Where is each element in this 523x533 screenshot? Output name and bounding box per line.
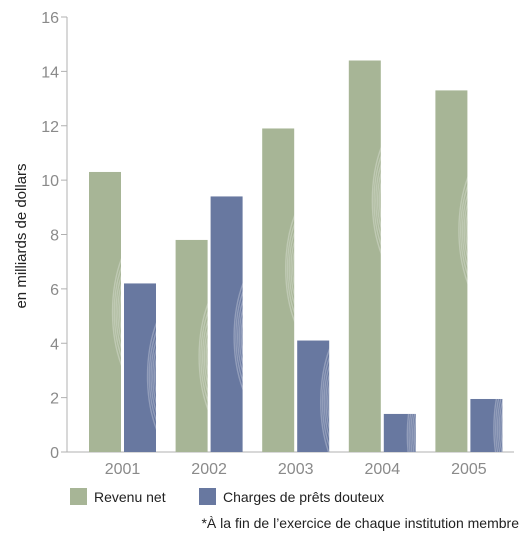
x-tick-label: 2001: [105, 461, 141, 478]
y-tick-label: 0: [50, 445, 59, 462]
bar-pattern: [458, 176, 468, 285]
bar-revenu-net-2001: [89, 171, 121, 452]
y-tick-label: 8: [50, 228, 59, 245]
x-tick-label: 2005: [451, 461, 487, 478]
x-tick-label: 2003: [278, 461, 314, 478]
bar-revenu-net-2005: [435, 90, 468, 452]
bar-charges-prets-2004: [383, 413, 416, 452]
legend-label: Revenu net: [94, 489, 166, 505]
bar-revenu-net-2002: [175, 239, 208, 452]
bars-group: [89, 60, 503, 452]
bar-pattern: [111, 258, 121, 366]
legend-label: Charges de prêts douteux: [223, 489, 384, 505]
y-tick-label: 10: [41, 173, 59, 190]
y-tick-label: 6: [50, 282, 59, 299]
bar-pattern: [233, 282, 243, 391]
legend-swatch: [199, 488, 216, 505]
bar-pattern: [406, 413, 416, 452]
bar-pattern: [198, 302, 208, 411]
x-tick-label: 2002: [191, 461, 227, 478]
y-axis: 0 2 4 6 8 10 12 14 16: [41, 10, 68, 462]
y-tick-label: 12: [41, 119, 59, 136]
bar-pattern: [285, 214, 295, 323]
bar-pattern: [493, 398, 503, 452]
x-axis: 2001 2002 2003 2004 2005: [67, 451, 514, 478]
bar-pattern: [371, 146, 381, 255]
y-tick-label: 2: [50, 391, 59, 408]
bar-charges-prets-2002: [210, 196, 243, 452]
legend-swatch: [70, 488, 87, 505]
bar-charges-prets-2001: [124, 283, 156, 452]
bar-charges-prets-2005: [470, 398, 503, 452]
bar-charges-prets-2003: [297, 340, 330, 452]
y-axis-title: en milliards de dollars: [13, 163, 30, 308]
bar-pattern: [146, 322, 156, 430]
bar-pattern: [320, 348, 330, 452]
y-tick-label: 16: [41, 10, 59, 27]
footnote: *À la fin de l’exercice de chaque instit…: [201, 515, 519, 531]
legend: Revenu net Charges de prêts douteux: [70, 488, 384, 505]
x-tick-label: 2004: [365, 461, 401, 478]
y-tick-label: 14: [41, 64, 59, 81]
bar-revenu-net-2003: [262, 128, 295, 452]
y-tick-label: 4: [50, 336, 59, 353]
bar-revenu-net-2004: [348, 60, 381, 452]
